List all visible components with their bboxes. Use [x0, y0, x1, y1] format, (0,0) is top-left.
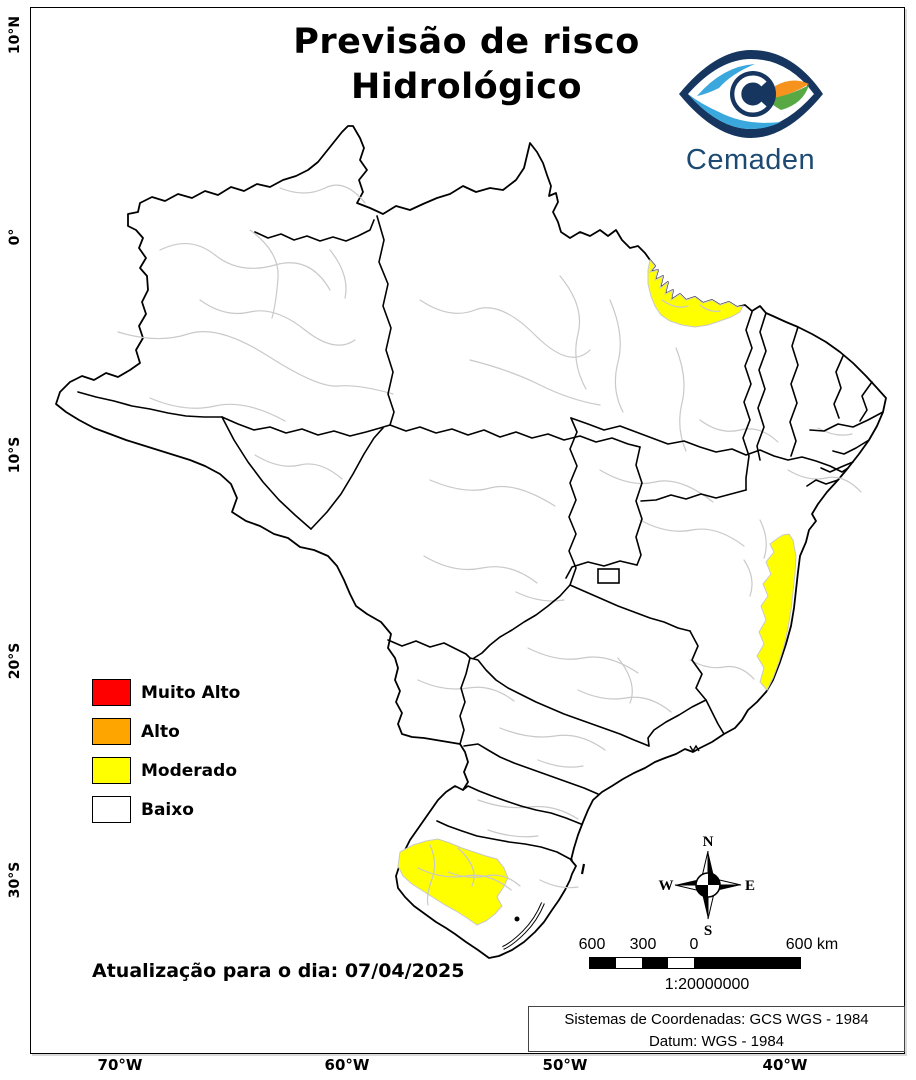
legend: Muito Alto Alto Moderado Baixo [92, 679, 240, 823]
cemaden-logo-text: Cemaden [685, 144, 816, 176]
state-borders [77, 215, 884, 861]
title-line-2: Hidrológico [350, 67, 583, 107]
scale-ratio: 1:20000000 [664, 976, 750, 993]
legend-swatch-muito-alto [92, 679, 131, 706]
scale-label-300: 300 [629, 936, 657, 953]
legend-label-alto: Alto [141, 721, 180, 742]
cemaden-logo: Cemaden [668, 44, 833, 177]
brazil-outline [55, 125, 887, 959]
update-date-text: Atualização para o dia: 07/04/2025 [92, 960, 465, 982]
risk-region-east-coast [756, 533, 797, 691]
legend-label-baixo: Baixo [141, 799, 194, 820]
lat-label-10s: 10°S [7, 436, 23, 474]
cemaden-eye-icon [678, 50, 823, 138]
legend-swatch-baixo [92, 796, 131, 823]
compass-rose: N S W E [659, 834, 756, 939]
legend-label-muito-alto: Muito Alto [141, 682, 241, 703]
lat-label-30s: 30°S [7, 861, 23, 899]
coordinate-system-box: Sistemas de Coordenadas: GCS WGS - 1984 … [528, 1006, 905, 1052]
legend-label-moderado: Moderado [141, 760, 237, 781]
lon-label-70w: 70°W [97, 1056, 143, 1074]
risk-region-north [647, 258, 744, 328]
lat-label-10n: 10°N [7, 15, 23, 55]
distrito-federal [597, 568, 620, 584]
lat-label-20s: 20°S [7, 642, 23, 680]
lon-label-50w: 50°W [542, 1056, 588, 1074]
legend-item-muito-alto: Muito Alto [92, 679, 240, 706]
scale-label-0: 0 [689, 936, 699, 953]
legend-item-alto: Alto [92, 718, 240, 745]
page-title: Previsão de risco Hidrológico [30, 20, 903, 110]
coords-line-1: Sistemas de Coordenadas: GCS WGS - 1984 [564, 1011, 869, 1028]
legend-swatch-alto [92, 718, 131, 745]
compass-n: N [703, 834, 714, 850]
legend-swatch-moderado [92, 757, 131, 784]
lat-label-0: 0° [7, 228, 23, 246]
risk-regions-moderado [397, 258, 797, 926]
lon-label-40w: 40°W [762, 1056, 808, 1074]
scale-bar [589, 957, 801, 969]
subregion-borders [117, 184, 862, 906]
legend-item-moderado: Moderado [92, 757, 240, 784]
lon-label-60w: 60°W [324, 1056, 370, 1074]
scale-label-600-left: 600 [578, 936, 606, 953]
scale-label-600-km: 600 km [785, 936, 839, 953]
compass-s: S [704, 923, 712, 939]
title-line-1: Previsão de risco [293, 22, 640, 62]
coastal-details [502, 744, 700, 950]
risk-region-south [397, 838, 509, 926]
compass-e: E [745, 878, 755, 894]
coords-line-2: Datum: WGS - 1984 [648, 1033, 785, 1050]
legend-item-baixo: Baixo [92, 796, 240, 823]
compass-w: W [659, 878, 674, 894]
